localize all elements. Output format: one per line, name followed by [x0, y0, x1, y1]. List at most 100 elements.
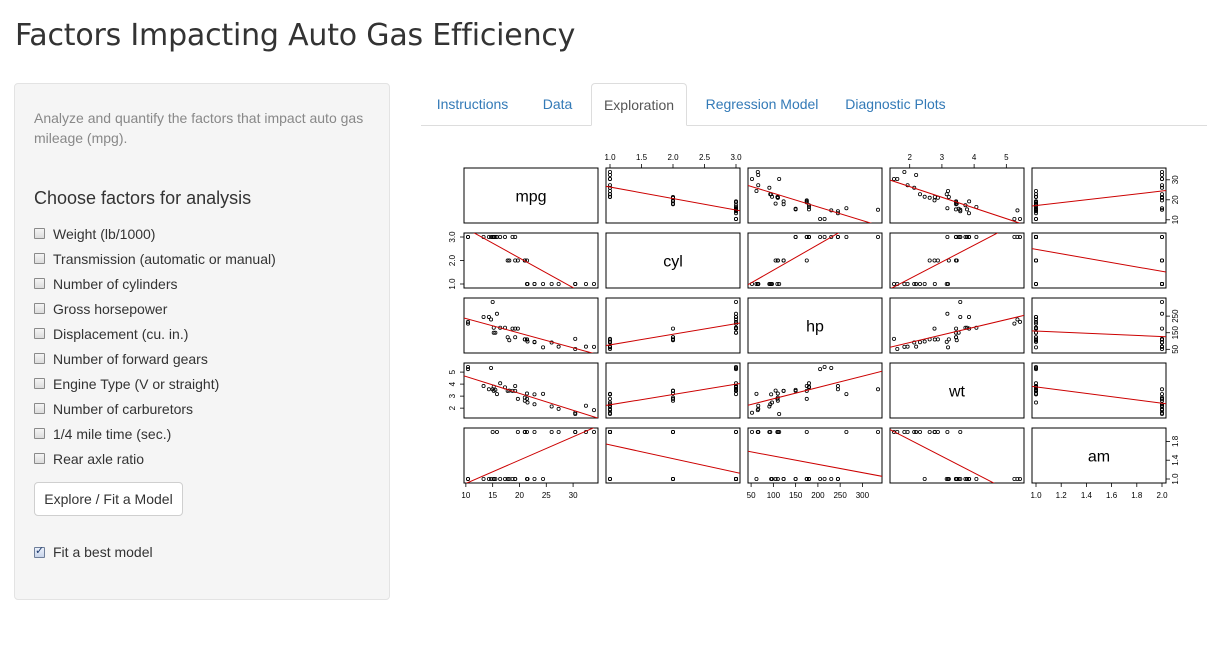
data-point [1018, 476, 1023, 481]
checkbox[interactable] [34, 453, 45, 464]
panel-frame [747, 362, 883, 419]
data-point [1034, 388, 1039, 393]
data-point [591, 408, 596, 413]
data-point [775, 391, 780, 396]
panel-frame [889, 362, 1025, 419]
data-point [775, 281, 780, 286]
data-point [607, 169, 612, 174]
factor-engine-type[interactable]: Engine Type (V or straight) [34, 371, 276, 396]
regression-line [473, 233, 575, 288]
checkbox[interactable] [34, 278, 45, 289]
factor-label: Weight (lb/1000) [53, 225, 156, 242]
data-point [954, 202, 959, 207]
data-point [532, 392, 537, 397]
tick-label: 150 [789, 491, 803, 500]
data-point [733, 392, 738, 397]
checkbox[interactable] [34, 428, 45, 439]
checkbox-checked[interactable]: ✓ [34, 545, 45, 558]
tick-label: 10 [1171, 215, 1180, 224]
tab-regression-model[interactable]: Regression Model [705, 96, 819, 112]
regression-line [1032, 330, 1166, 338]
factor-label: 1/4 mile time (sec.) [53, 425, 172, 442]
tick-label: 200 [811, 491, 825, 500]
factor-cylinders[interactable]: Number of cylinders [34, 271, 276, 296]
data-point [1160, 406, 1165, 411]
tab-diagnostic-plots[interactable]: Diagnostic Plots [845, 96, 946, 112]
checkbox[interactable] [34, 328, 45, 339]
factor-horsepower[interactable]: Gross horsepower [34, 296, 276, 321]
data-point [804, 429, 809, 434]
checkbox[interactable] [34, 303, 45, 314]
data-point [733, 326, 738, 331]
data-point [835, 235, 840, 240]
data-point [781, 388, 786, 393]
data-point [917, 192, 922, 197]
data-point [486, 235, 491, 240]
panel-frame [747, 167, 883, 224]
factor-displacement[interactable]: Displacement (cu. in.) [34, 321, 276, 346]
tick-label: 1.5 [636, 153, 648, 162]
data-point [481, 314, 486, 319]
data-point [670, 396, 675, 401]
variable-label: wt [948, 384, 966, 401]
data-point [670, 388, 675, 393]
tab-exploration[interactable]: Exploration [591, 83, 687, 126]
data-point [591, 344, 596, 349]
data-point [1034, 194, 1039, 199]
data-point [922, 476, 927, 481]
data-point [1034, 365, 1039, 370]
data-point [1012, 321, 1017, 326]
regression-line [1032, 190, 1166, 207]
data-point [670, 476, 675, 481]
factor-transmission[interactable]: Transmission (automatic or manual) [34, 246, 276, 271]
tab-instructions[interactable]: Instructions [436, 96, 509, 112]
tab-data[interactable]: Data [542, 96, 573, 112]
checkbox[interactable] [34, 353, 45, 364]
data-point [829, 365, 834, 370]
data-point [770, 281, 775, 286]
data-point [844, 429, 849, 434]
explore-fit-button[interactable]: Explore / Fit a Model [34, 482, 183, 516]
tick-label: 15 [488, 491, 497, 500]
data-point [974, 476, 979, 481]
factor-gears[interactable]: Number of forward gears [34, 346, 276, 371]
panel-frame [1031, 362, 1167, 419]
tick-label: 4 [448, 381, 457, 386]
factor-label: Transmission (automatic or manual) [53, 250, 276, 267]
data-point [932, 326, 937, 331]
data-point [556, 344, 561, 349]
panel-frame [605, 427, 741, 484]
data-point [822, 217, 827, 222]
data-point [775, 476, 780, 481]
data-point [875, 429, 880, 434]
data-point [756, 429, 761, 434]
data-point [793, 388, 798, 393]
data-point [781, 476, 786, 481]
panel-frame [747, 297, 883, 354]
checkbox[interactable] [34, 378, 45, 389]
tick-label: 1.2 [1056, 491, 1068, 500]
tick-label: 3.0 [448, 231, 457, 243]
tick-label: 1.4 [1171, 454, 1180, 466]
data-point [804, 396, 809, 401]
data-point [895, 346, 900, 351]
data-point [494, 311, 499, 316]
checkbox[interactable] [34, 228, 45, 239]
data-point [1018, 319, 1023, 324]
tick-label: 2 [448, 405, 457, 410]
data-point [1034, 235, 1039, 240]
data-point [818, 235, 823, 240]
panel-frame [889, 427, 1025, 484]
factor-quarter-mile[interactable]: 1/4 mile time (sec.) [34, 421, 276, 446]
factor-weight[interactable]: Weight (lb/1000) [34, 221, 276, 246]
best-model-option[interactable]: ✓ Fit a best model [34, 544, 153, 560]
data-point [806, 235, 811, 240]
checkbox[interactable] [34, 253, 45, 264]
factor-carburetors[interactable]: Number of carburetors [34, 396, 276, 421]
panel-frame [463, 362, 599, 419]
tick-label: 3 [448, 393, 457, 398]
checkbox[interactable] [34, 403, 45, 414]
best-model-label: Fit a best model [53, 544, 153, 560]
data-point [804, 258, 809, 263]
factor-axle-ratio[interactable]: Rear axle ratio [34, 446, 276, 471]
